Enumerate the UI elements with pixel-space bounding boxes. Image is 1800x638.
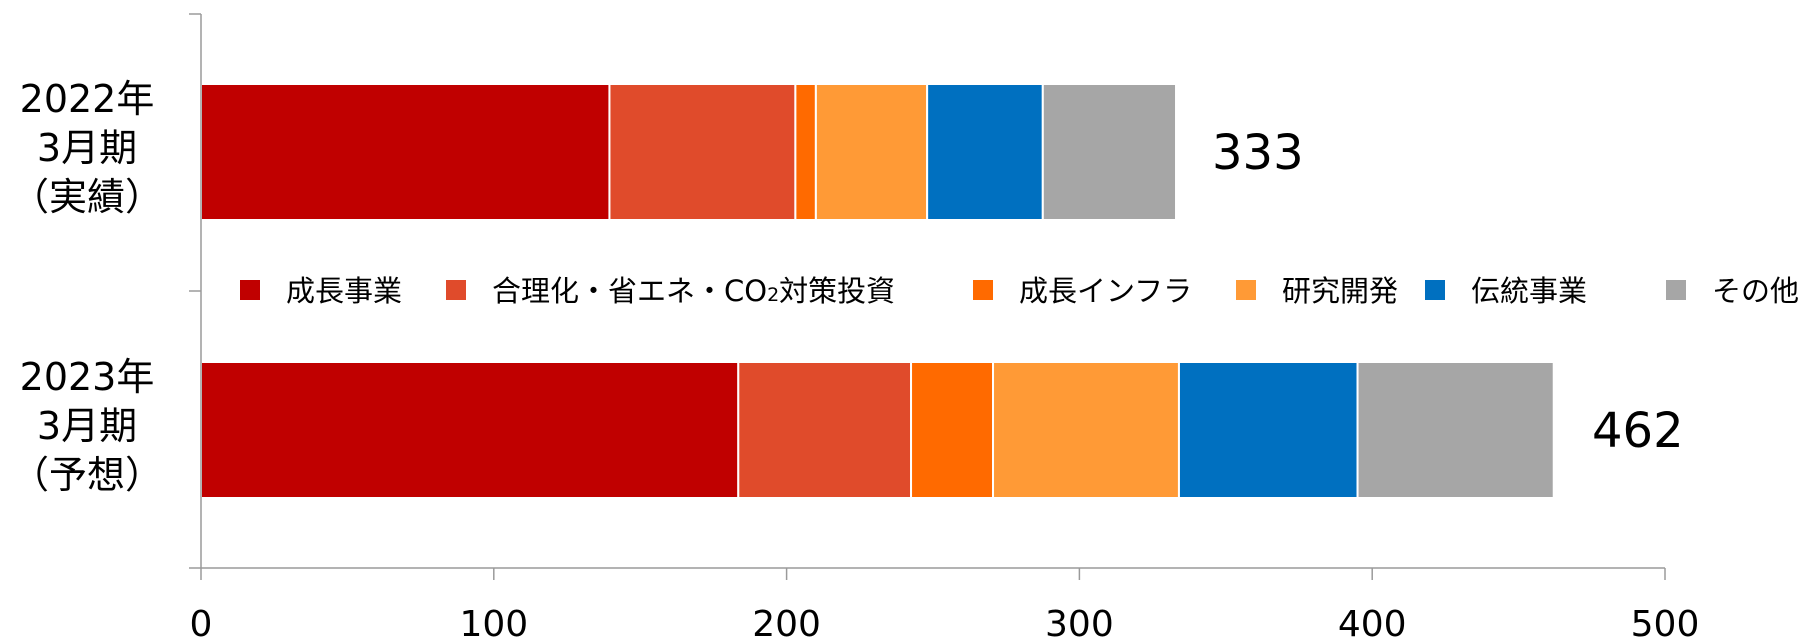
bar-segment-1-1 [737, 361, 913, 499]
bar-segment-0-4 [926, 83, 1044, 221]
bar-segment-1-3 [992, 361, 1180, 499]
total-label-0: 333 [1212, 125, 1304, 181]
legend-label-4: 伝統事業 [1471, 274, 1587, 308]
bar-segment-1-4 [1177, 361, 1359, 499]
legend: 成長事業 合理化・省エネ・CO2対策投資 成長インフラ 研究開発 伝統事業 その他 [240, 274, 1799, 308]
x-tick-label-2: 200 [752, 604, 821, 638]
category-label-0-2: （実績） [11, 175, 163, 219]
legend-swatch-1 [446, 280, 466, 300]
labels-group: 333 2022年 3月期 （実績） 462 2023年 3月期 （予想） 0 100 200 300… [11, 77, 1699, 638]
bar-segment-1-5 [1356, 361, 1555, 499]
x-tick-label-5: 500 [1631, 604, 1700, 638]
bar-segment-1-0 [200, 361, 740, 499]
legend-label-2: 成長インフラ [1019, 274, 1192, 308]
x-tick-label-1: 100 [459, 604, 528, 638]
bars-group [200, 83, 1555, 499]
category-label-1-1: 3月期 [37, 404, 137, 448]
legend-swatch-3 [1236, 280, 1256, 300]
bar-segment-1-2 [910, 361, 995, 499]
legend-swatch-2 [973, 280, 993, 300]
legend-label-3: 研究開発 [1282, 274, 1398, 308]
bar-segment-0-0 [200, 83, 611, 221]
category-label-0-0: 2022年 [20, 77, 155, 121]
axes-group [189, 13, 1666, 580]
legend-label-1: 合理化・省エネ・CO2対策投資 [492, 274, 895, 308]
x-tick-label-0: 0 [190, 604, 213, 638]
total-label-1: 462 [1592, 403, 1684, 459]
category-label-1-2: （予想） [11, 453, 163, 497]
category-label-1-0: 2023年 [20, 355, 155, 399]
bar-segment-0-5 [1041, 83, 1178, 221]
bar-segment-0-2 [794, 83, 817, 221]
category-label-0-1: 3月期 [37, 126, 137, 170]
x-tick-label-4: 400 [1338, 604, 1407, 638]
bar-segment-0-1 [608, 83, 797, 221]
bar-segment-0-3 [814, 83, 929, 221]
legend-label-0: 成長事業 [286, 274, 402, 308]
legend-label-5: その他 [1712, 274, 1799, 308]
legend-swatch-4 [1425, 280, 1445, 300]
legend-swatch-0 [240, 280, 260, 300]
legend-swatch-5 [1666, 280, 1686, 300]
x-tick-label-3: 300 [1045, 604, 1114, 638]
